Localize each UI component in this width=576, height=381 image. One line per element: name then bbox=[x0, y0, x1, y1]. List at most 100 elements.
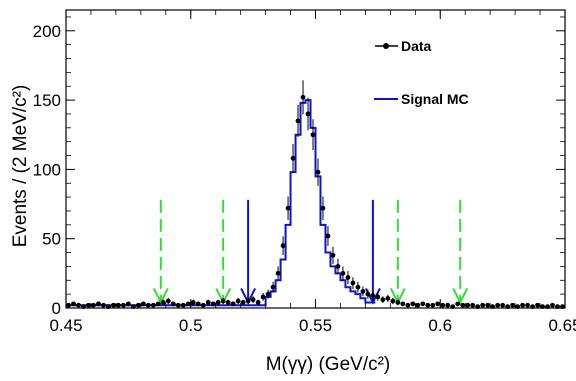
data-point bbox=[410, 301, 416, 307]
data-point bbox=[120, 302, 126, 308]
data-point bbox=[350, 280, 356, 286]
data-point bbox=[165, 298, 171, 304]
data-point bbox=[125, 301, 131, 307]
data-point bbox=[460, 302, 466, 308]
data-point bbox=[335, 264, 341, 269]
x-tick-label: 0.65 bbox=[548, 316, 576, 335]
legend-data-label: Data bbox=[401, 38, 432, 54]
data-point bbox=[400, 301, 406, 307]
data-point bbox=[550, 302, 555, 308]
data-point bbox=[440, 302, 446, 308]
y-axis-title: Events / (2 MeV/c²) bbox=[10, 85, 31, 248]
data-point bbox=[275, 270, 281, 276]
data-point bbox=[240, 300, 246, 305]
selection-arrows bbox=[152, 199, 469, 305]
data-point bbox=[495, 302, 501, 308]
sideband-arrowhead bbox=[452, 288, 469, 305]
data-point bbox=[71, 301, 76, 307]
data-point bbox=[435, 301, 441, 307]
data-point bbox=[66, 302, 71, 308]
data-point bbox=[315, 169, 321, 175]
data-point bbox=[425, 302, 431, 308]
data-point bbox=[160, 300, 166, 305]
data-point bbox=[245, 298, 251, 304]
data-point bbox=[230, 301, 236, 307]
data-point bbox=[91, 302, 96, 308]
data-point bbox=[385, 295, 391, 301]
data-point bbox=[445, 302, 451, 308]
axes: 0.45 0.5 0.55 0.6 0.65 0 50 100 150 200 bbox=[33, 9, 576, 335]
data-point bbox=[470, 302, 476, 308]
data-point bbox=[86, 302, 91, 308]
data-point bbox=[300, 94, 306, 100]
data-point bbox=[375, 294, 381, 300]
legend: Data Signal MC bbox=[374, 38, 469, 107]
data-point bbox=[480, 302, 486, 308]
data-point bbox=[225, 300, 231, 305]
data-point bbox=[220, 298, 226, 304]
data-point bbox=[325, 233, 331, 239]
data-point bbox=[305, 111, 311, 117]
sideband-arrowhead bbox=[152, 288, 169, 305]
data-point bbox=[405, 302, 411, 308]
data-point bbox=[345, 275, 351, 280]
data-point bbox=[96, 301, 101, 307]
y-tick-label: 50 bbox=[42, 230, 61, 249]
data-point bbox=[500, 302, 506, 308]
data-point bbox=[115, 302, 121, 308]
data-point bbox=[330, 252, 336, 258]
data-point bbox=[145, 302, 151, 308]
data-point bbox=[520, 302, 525, 308]
data-point bbox=[390, 298, 396, 304]
x-tick-label: 0.55 bbox=[299, 316, 332, 335]
y-tick-label: 0 bbox=[52, 299, 61, 318]
legend-data-marker bbox=[383, 43, 389, 49]
data-point bbox=[180, 302, 186, 308]
data-point bbox=[210, 301, 216, 307]
data-point bbox=[185, 301, 191, 307]
data-point bbox=[525, 302, 530, 308]
data-point bbox=[200, 302, 206, 308]
data-point bbox=[290, 155, 296, 161]
signal-mc-line bbox=[66, 99, 376, 307]
data-point bbox=[365, 291, 371, 297]
x-tick-label: 0.6 bbox=[428, 316, 452, 335]
x-tick-label: 0.5 bbox=[179, 316, 203, 335]
data-point bbox=[395, 300, 401, 305]
y-tick-label: 200 bbox=[33, 22, 61, 41]
data-point bbox=[140, 301, 146, 307]
data-point bbox=[420, 301, 426, 307]
data-point bbox=[76, 302, 81, 308]
data-point bbox=[360, 288, 366, 294]
data-point bbox=[250, 297, 256, 303]
y-tick-label: 100 bbox=[33, 160, 61, 179]
data-points bbox=[66, 80, 565, 310]
data-point bbox=[205, 300, 211, 305]
y-tick-label: 150 bbox=[33, 91, 61, 110]
data-point bbox=[295, 118, 301, 124]
signal-mc-histogram bbox=[66, 99, 376, 307]
data-point bbox=[465, 302, 471, 308]
data-point bbox=[535, 302, 540, 308]
data-point bbox=[155, 301, 161, 307]
data-point bbox=[340, 270, 346, 276]
data-point bbox=[355, 284, 361, 290]
data-point bbox=[455, 301, 461, 307]
data-point bbox=[135, 302, 141, 308]
data-point bbox=[215, 300, 221, 305]
legend-mc-label: Signal MC bbox=[401, 91, 469, 107]
x-tick-label: 0.45 bbox=[49, 316, 82, 335]
data-point bbox=[195, 301, 201, 307]
data-point bbox=[380, 297, 386, 303]
data-point bbox=[270, 284, 276, 290]
data-point bbox=[175, 302, 181, 308]
data-point bbox=[415, 302, 421, 308]
data-point bbox=[370, 293, 376, 298]
data-point bbox=[111, 302, 116, 308]
data-point bbox=[235, 298, 241, 304]
data-point bbox=[285, 205, 291, 211]
data-point bbox=[190, 300, 196, 305]
data-point bbox=[280, 243, 286, 249]
data-point bbox=[310, 132, 316, 138]
